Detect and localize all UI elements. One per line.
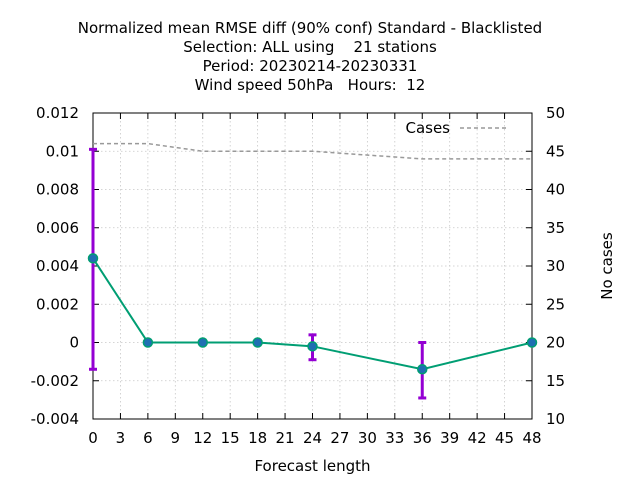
y-tick-label: -0.004	[31, 410, 79, 428]
x-tick-label: 39	[440, 429, 459, 447]
x-tick-label: 27	[330, 429, 349, 447]
y2-tick-label: 45	[546, 142, 565, 160]
x-tick-label: 30	[358, 429, 377, 447]
y2-axis-label: No cases	[598, 232, 616, 300]
x-axis-label: Forecast length	[254, 457, 370, 475]
title-line: Wind speed 50hPa Hours: 12	[195, 76, 426, 94]
y2-tick-label: 40	[546, 181, 565, 199]
x-tick-label: 18	[248, 429, 267, 447]
y2-tick-label: 35	[546, 219, 565, 237]
title-line: Selection: ALL using 21 stations	[183, 38, 437, 56]
data-point	[417, 364, 428, 375]
x-tick-label: 42	[468, 429, 487, 447]
data-point	[197, 337, 208, 348]
y-tick-label: -0.002	[31, 372, 79, 390]
legend-label-cases: Cases	[405, 119, 450, 137]
x-tick-label: 45	[495, 429, 514, 447]
y-tick-label: 0.006	[36, 219, 79, 237]
y-tick-label: 0.004	[36, 257, 79, 275]
x-tick-label: 48	[522, 429, 541, 447]
y-tick-label: 0.002	[36, 295, 79, 313]
x-tick-label: 12	[193, 429, 212, 447]
chart-title: Normalized mean RMSE diff (90% conf) Sta…	[78, 19, 542, 94]
y-tick-label: 0	[69, 334, 79, 352]
y-tick-label: 0.012	[36, 104, 79, 122]
data-point	[307, 341, 318, 352]
x-tick-label: 15	[221, 429, 240, 447]
series-line-cases	[93, 142, 532, 160]
series	[87, 142, 538, 400]
x-tick-label: 33	[385, 429, 404, 447]
data-point	[526, 337, 538, 348]
y2-tick-label: 50	[546, 104, 565, 122]
x-tick-label: 9	[171, 429, 181, 447]
y2-tick-label: 30	[546, 257, 565, 275]
x-tick-label: 21	[276, 429, 295, 447]
data-point	[252, 337, 263, 348]
x-tick-label: 0	[88, 429, 98, 447]
legend: Cases	[405, 119, 506, 137]
title-line: Period: 20230214-20230331	[203, 57, 418, 75]
x-tick-label: 6	[143, 429, 153, 447]
x-tick-label: 24	[303, 429, 322, 447]
x-tick-label: 3	[116, 429, 126, 447]
title-line: Normalized mean RMSE diff (90% conf) Sta…	[78, 19, 542, 37]
axis-ticks: 0 3 6 9 12 15 18 21 24 27 30 33 36 39 42 45 48-0.004-0.0…	[31, 104, 565, 447]
y2-tick-label: 15	[546, 372, 565, 390]
y-tick-label: 0.01	[46, 142, 79, 160]
y2-tick-label: 10	[546, 410, 565, 428]
y2-tick-label: 25	[546, 295, 565, 313]
y2-tick-label: 20	[546, 334, 565, 352]
data-point	[87, 253, 99, 264]
y-tick-label: 0.008	[36, 181, 79, 199]
data-point	[142, 337, 154, 348]
x-tick-label: 36	[413, 429, 432, 447]
